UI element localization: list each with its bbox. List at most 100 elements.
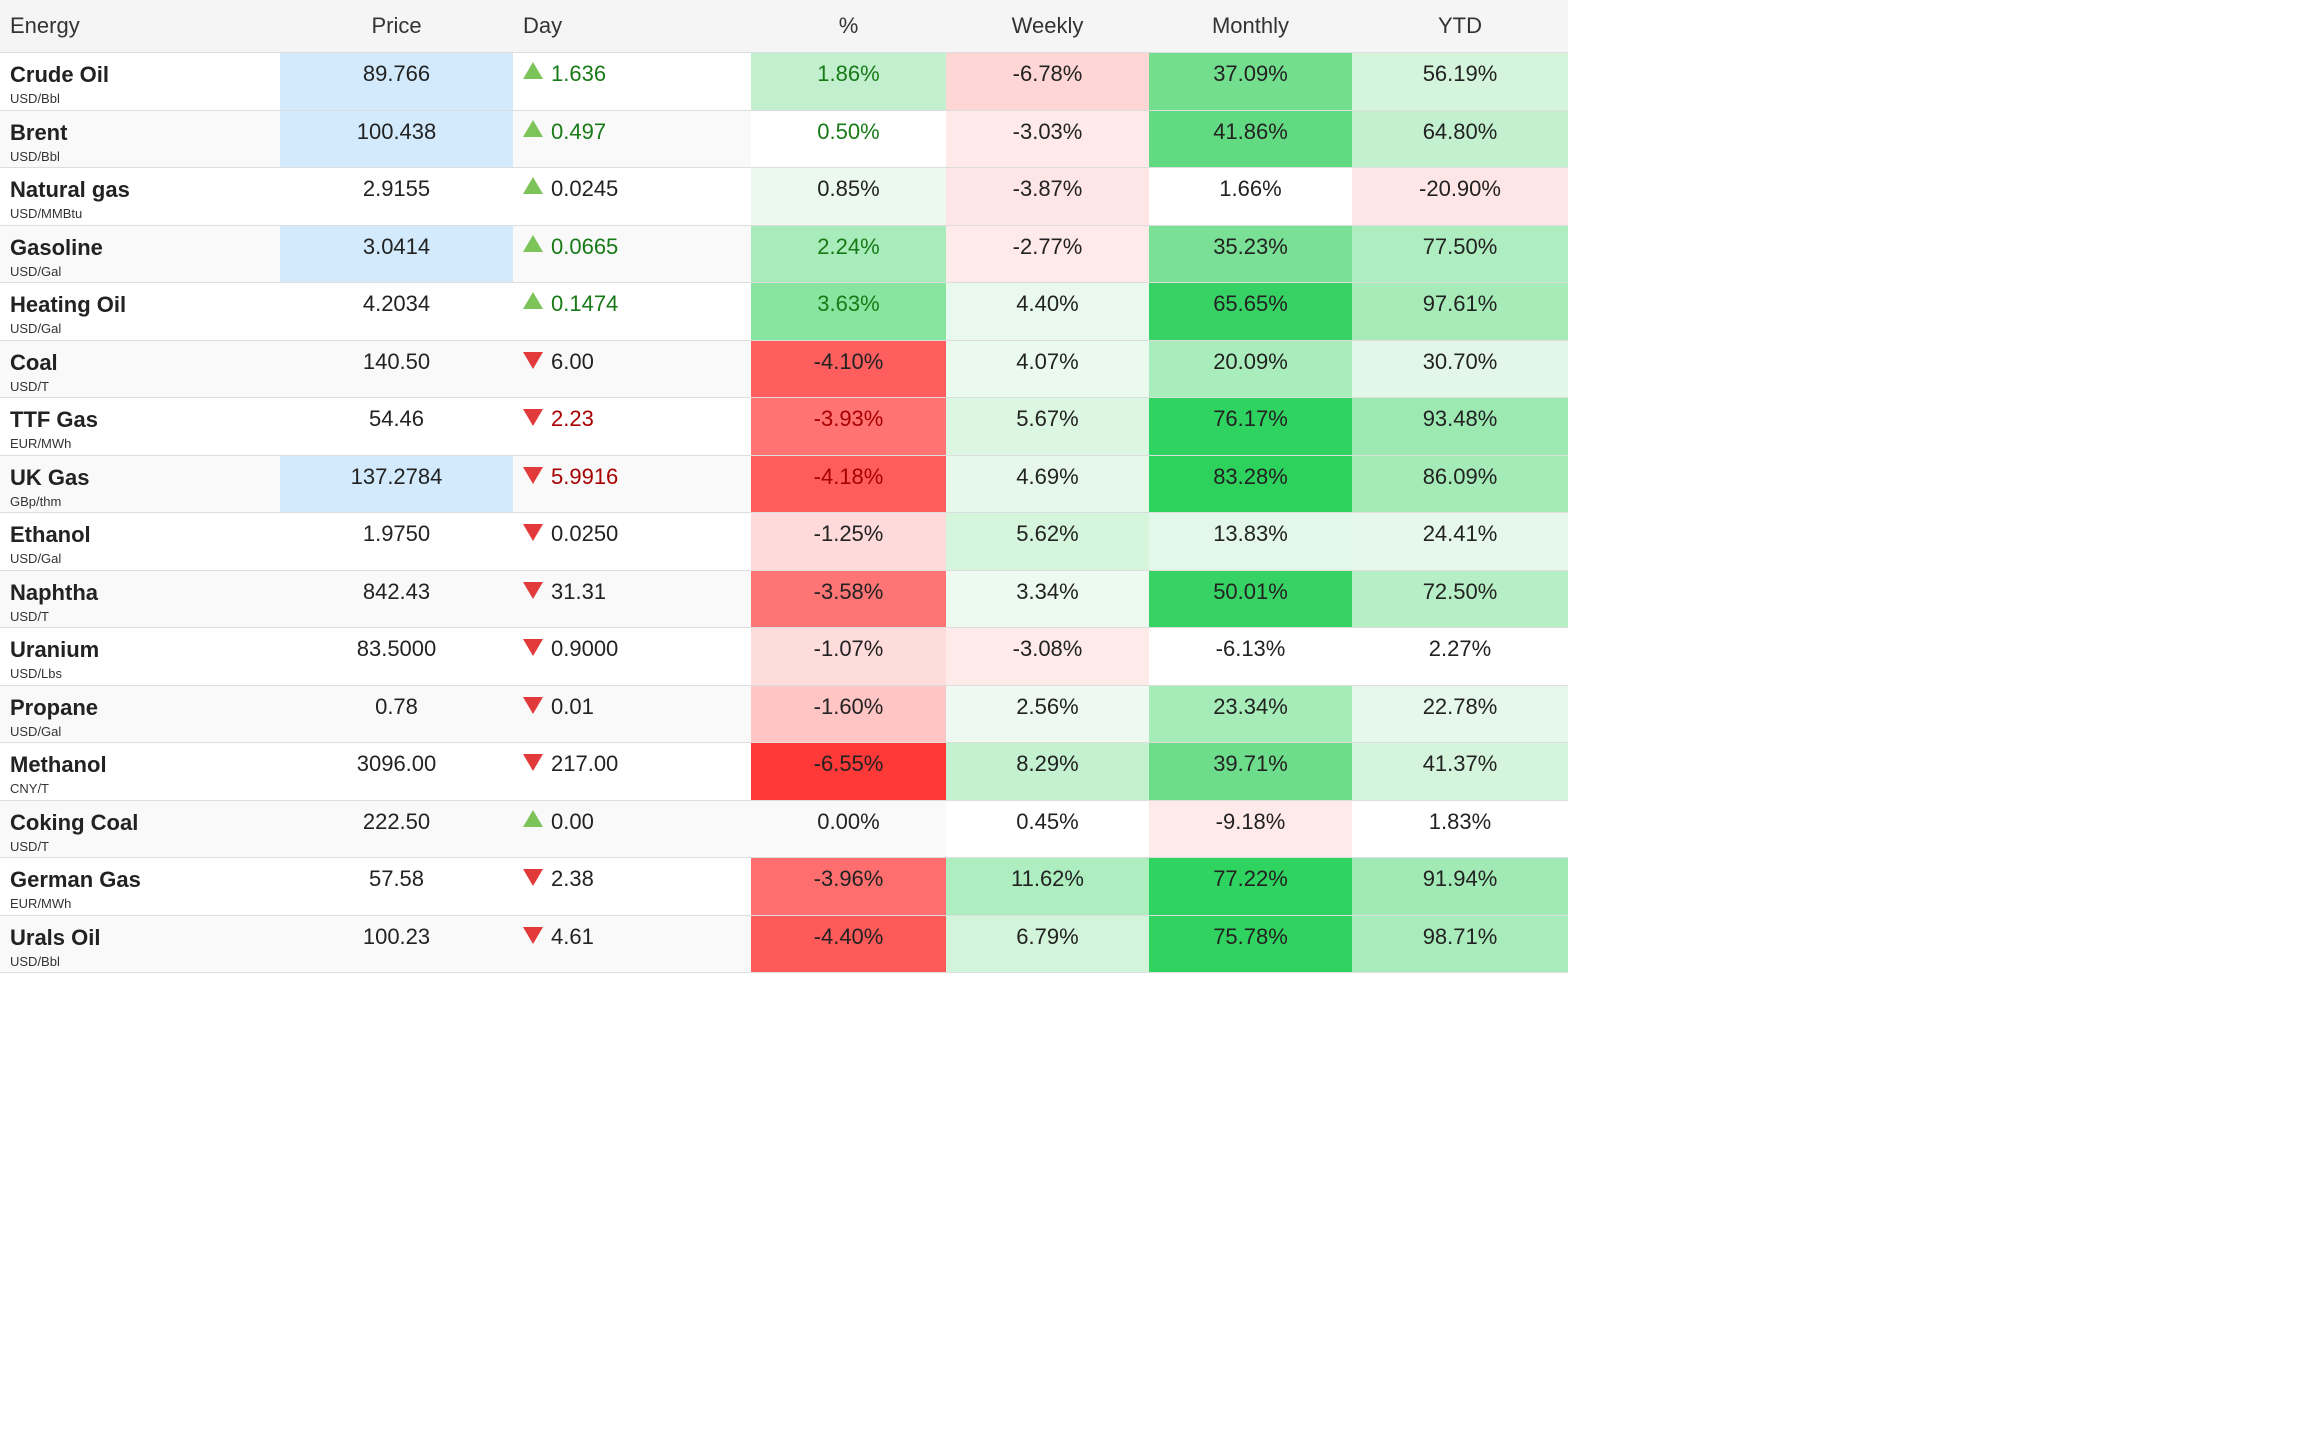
table-row[interactable]: Methanol CNY/T 3096.00 217.00 -6.55% 8.2… (0, 742, 1568, 801)
commodity-unit: CNY/T (10, 781, 49, 796)
commodity-cell[interactable]: Ethanol USD/Gal (0, 512, 280, 571)
table-row[interactable]: Crude Oil USD/Bbl 89.766 1.636 1.86% -6.… (0, 52, 1568, 111)
header-energy[interactable]: Energy (0, 0, 280, 53)
commodity-name[interactable]: Natural gas (10, 177, 130, 202)
day-change-cell: 2.23 (513, 397, 751, 456)
ytd-value: 72.50% (1422, 578, 1498, 604)
table-row[interactable]: Naphtha USD/T 842.43 31.31 -3.58% 3.34% … (0, 570, 1568, 628)
commodity-cell[interactable]: German Gas EUR/MWh (0, 857, 280, 916)
weekly-cell: 5.62% (946, 512, 1149, 571)
commodity-unit: USD/Gal (10, 551, 62, 566)
commodity-name[interactable]: German Gas (10, 867, 141, 892)
commodity-cell[interactable]: Brent USD/Bbl (0, 110, 280, 168)
percent-cell: 2.24% (751, 225, 946, 283)
price-value: 54.46 (368, 406, 425, 431)
monthly-value: 50.01% (1213, 578, 1288, 604)
commodity-cell[interactable]: Propane USD/Gal (0, 685, 280, 743)
commodity-cell[interactable]: Coking Coal USD/T (0, 800, 280, 858)
change-arrow-icon (523, 524, 543, 541)
commodity-name[interactable]: Heating Oil (10, 292, 127, 317)
header-day[interactable]: Day (513, 0, 751, 53)
percent-value: -1.60% (813, 693, 884, 719)
percent-value: -3.58% (813, 578, 884, 604)
commodity-name[interactable]: Gasoline (10, 234, 103, 260)
commodity-name[interactable]: Urals Oil (10, 924, 101, 950)
monthly-value: 41.86% (1213, 118, 1288, 144)
commodity-name[interactable]: Ethanol (10, 522, 91, 547)
commodity-name[interactable]: Propane (10, 694, 99, 720)
commodity-name[interactable]: UK Gas (10, 464, 90, 490)
ytd-value: 1.83% (1428, 808, 1492, 834)
commodity-name[interactable]: Naphtha (10, 579, 98, 605)
price-cell: 222.50 (280, 800, 513, 858)
commodity-cell[interactable]: Naphtha USD/T (0, 570, 280, 628)
header-ytd[interactable]: YTD (1352, 0, 1568, 53)
percent-cell: -3.96% (751, 857, 946, 916)
header-monthly[interactable]: Monthly (1149, 0, 1352, 53)
price-value: 100.23 (362, 923, 431, 949)
table-row[interactable]: UK Gas GBp/thm 137.2784 5.9916 -4.18% 4.… (0, 455, 1568, 513)
table-row[interactable]: Coal USD/T 140.50 6.00 -4.10% 4.07% 20.0… (0, 340, 1568, 398)
header-weekly[interactable]: Weekly (946, 0, 1149, 53)
commodity-cell[interactable]: Urals Oil USD/Bbl (0, 915, 280, 973)
table-row[interactable]: Gasoline USD/Gal 3.0414 0.0665 2.24% -2.… (0, 225, 1568, 283)
table-row[interactable]: Heating Oil USD/Gal 4.2034 0.1474 3.63% … (0, 282, 1568, 341)
commodity-cell[interactable]: Heating Oil USD/Gal (0, 282, 280, 341)
commodity-name[interactable]: Methanol (10, 752, 107, 777)
ytd-value: 93.48% (1422, 406, 1498, 431)
monthly-value: -9.18% (1215, 808, 1286, 834)
commodity-name[interactable]: Crude Oil (10, 62, 110, 87)
table-row[interactable]: Brent USD/Bbl 100.438 0.497 0.50% -3.03%… (0, 110, 1568, 168)
price-cell: 137.2784 (280, 455, 513, 513)
commodity-name[interactable]: Uranium (10, 637, 100, 662)
day-change-value: 0.9000 (551, 636, 619, 661)
day-change-value: 2.38 (551, 866, 594, 891)
commodity-cell[interactable]: Crude Oil USD/Bbl (0, 52, 280, 111)
percent-cell: 0.00% (751, 800, 946, 858)
monthly-cell: 76.17% (1149, 397, 1352, 456)
table-row[interactable]: TTF Gas EUR/MWh 54.46 2.23 -3.93% 5.67% … (0, 397, 1568, 456)
change-arrow-icon (523, 119, 543, 137)
commodity-unit: USD/Bbl (10, 91, 60, 106)
table-row[interactable]: Coking Coal USD/T 222.50 0.00 0.00% 0.45… (0, 800, 1568, 858)
table-row[interactable]: Natural gas USD/MMBtu 2.9155 0.0245 0.85… (0, 167, 1568, 226)
change-arrow-icon (523, 466, 543, 484)
table-row[interactable]: Propane USD/Gal 0.78 0.01 -1.60% 2.56% 2… (0, 685, 1568, 743)
price-value: 57.58 (368, 866, 425, 891)
monthly-value: 65.65% (1213, 291, 1288, 316)
day-change-value: 5.9916 (551, 463, 619, 489)
percent-cell: -4.40% (751, 915, 946, 973)
weekly-value: 4.07% (1016, 348, 1079, 374)
commodity-cell[interactable]: Coal USD/T (0, 340, 280, 398)
header-price[interactable]: Price (280, 0, 513, 53)
weekly-value: 0.45% (1016, 808, 1079, 834)
percent-value: 0.85% (817, 176, 880, 201)
day-change-value: 0.00 (551, 808, 594, 834)
weekly-cell: 5.67% (946, 397, 1149, 456)
commodity-name[interactable]: Coal (10, 349, 58, 375)
monthly-cell: 20.09% (1149, 340, 1352, 398)
price-cell: 57.58 (280, 857, 513, 916)
commodity-cell[interactable]: Gasoline USD/Gal (0, 225, 280, 283)
commodity-name[interactable]: Brent (10, 119, 68, 145)
price-cell: 1.9750 (280, 512, 513, 571)
weekly-value: 5.67% (1016, 406, 1079, 431)
commodity-cell[interactable]: TTF Gas EUR/MWh (0, 397, 280, 456)
weekly-value: -2.77% (1012, 233, 1083, 259)
commodity-cell[interactable]: Natural gas USD/MMBtu (0, 167, 280, 226)
commodity-cell[interactable]: UK Gas GBp/thm (0, 455, 280, 513)
ytd-cell: 30.70% (1352, 340, 1568, 398)
table-row[interactable]: Ethanol USD/Gal 1.9750 0.0250 -1.25% 5.6… (0, 512, 1568, 571)
commodity-name[interactable]: TTF Gas (10, 407, 99, 432)
header-percent[interactable]: % (751, 0, 946, 53)
commodity-cell[interactable]: Uranium USD/Lbs (0, 627, 280, 686)
day-change-value: 31.31 (551, 578, 607, 604)
table-row[interactable]: Urals Oil USD/Bbl 100.23 4.61 -4.40% 6.7… (0, 915, 1568, 973)
change-arrow-icon (523, 639, 543, 656)
ytd-value: 64.80% (1422, 118, 1498, 144)
price-value: 100.438 (356, 118, 437, 144)
commodity-name[interactable]: Coking Coal (10, 809, 139, 835)
commodity-cell[interactable]: Methanol CNY/T (0, 742, 280, 801)
table-row[interactable]: Uranium USD/Lbs 83.5000 0.9000 -1.07% -3… (0, 627, 1568, 686)
table-row[interactable]: German Gas EUR/MWh 57.58 2.38 -3.96% 11.… (0, 857, 1568, 916)
